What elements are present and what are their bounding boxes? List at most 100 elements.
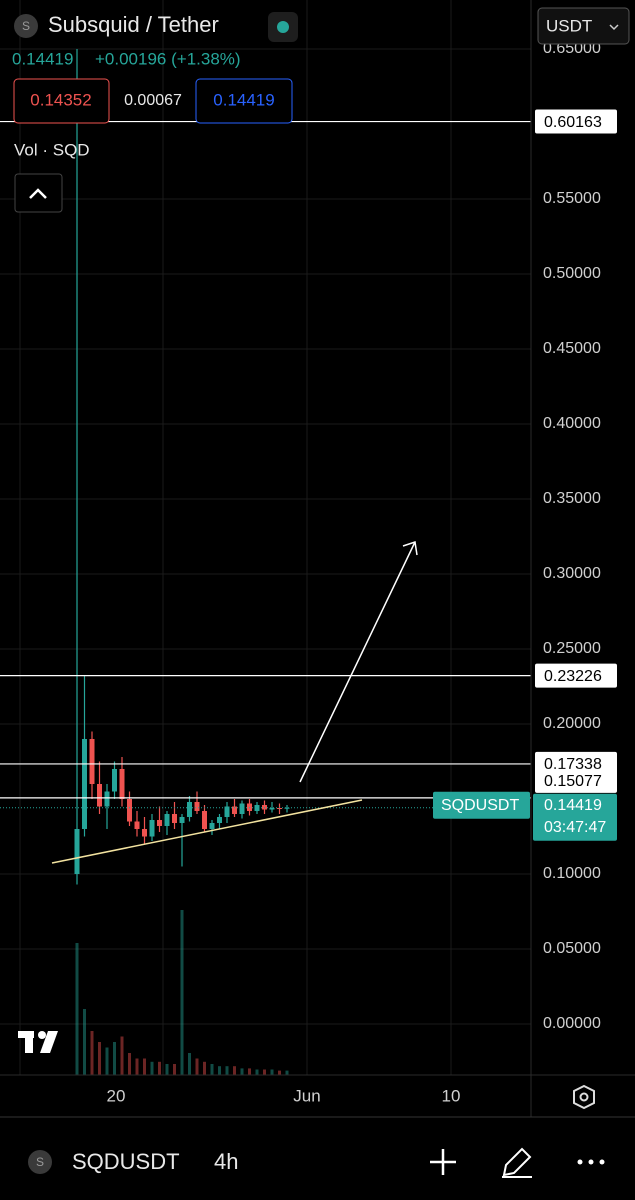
y-tick-label: 0.30000 xyxy=(543,565,601,582)
volume-bar xyxy=(195,1058,199,1075)
candle-body xyxy=(157,820,162,826)
y-tick-label: 0.40000 xyxy=(543,415,601,432)
candle-body xyxy=(164,814,170,826)
y-tick-label: 0.20000 xyxy=(543,715,601,732)
chevron-up xyxy=(29,188,47,199)
symbol-icon-text: S xyxy=(22,19,30,33)
spread: 0.00067 xyxy=(124,92,182,109)
x-tick-label: Jun xyxy=(293,1086,320,1105)
dot xyxy=(599,1159,605,1165)
level-label-box xyxy=(535,109,617,134)
price: 0.14419 xyxy=(12,49,73,68)
level-label-box xyxy=(535,768,617,793)
symbol-icon xyxy=(14,14,38,38)
ask: 0.14419 xyxy=(213,90,274,109)
add-button[interactable] xyxy=(430,1149,456,1175)
volume-bar xyxy=(105,1047,109,1075)
volume-bar xyxy=(285,1070,289,1075)
volume-bar xyxy=(135,1058,139,1075)
candle-body xyxy=(254,805,260,811)
candle-body xyxy=(127,799,132,822)
buy-button[interactable] xyxy=(195,78,293,124)
dot xyxy=(577,1159,583,1165)
last-price-label: 0.14419 xyxy=(544,797,602,814)
y-tick-label: 0.10000 xyxy=(543,865,601,882)
footer-icon xyxy=(28,1150,52,1174)
volume-bar xyxy=(263,1069,266,1075)
level-label-box xyxy=(535,663,617,688)
y-tick-label: 0.25000 xyxy=(543,640,601,657)
y-tick-label: 0.00000 xyxy=(543,1015,601,1032)
level-label: 0.15077 xyxy=(544,773,602,790)
currency-select[interactable] xyxy=(537,7,630,45)
dropdown-icon xyxy=(609,24,619,31)
plot xyxy=(0,48,531,1075)
candle-body xyxy=(269,808,275,810)
arrow xyxy=(299,541,416,783)
candle-body xyxy=(149,820,155,837)
y-tick-label: 0.55000 xyxy=(543,190,601,207)
candle-body xyxy=(82,739,87,829)
candle-body xyxy=(187,802,192,817)
volume-bar xyxy=(210,1064,214,1075)
volume-bar xyxy=(83,1009,86,1075)
volume-bar xyxy=(180,910,184,1075)
volume-bar xyxy=(143,1058,146,1075)
volume-bar xyxy=(255,1069,259,1075)
volume-bar xyxy=(150,1061,154,1075)
collapse-button[interactable] xyxy=(14,173,63,213)
candle-body xyxy=(232,806,237,814)
candle-body xyxy=(97,784,102,807)
y-tick-label: 0.35000 xyxy=(543,490,601,507)
footer-symbol[interactable]: SQDUSDT xyxy=(72,1149,180,1174)
candle-body xyxy=(224,806,230,817)
trend-line xyxy=(51,799,363,864)
sell-button[interactable] xyxy=(13,78,110,124)
x-tick-label: 20 xyxy=(107,1086,126,1105)
level-label: 0.23226 xyxy=(544,668,602,685)
volume-bar xyxy=(203,1061,206,1075)
price-axis: 0.650000.550000.500000.450000.400000.350… xyxy=(433,40,617,1032)
volume-bar xyxy=(158,1061,161,1075)
logo-part xyxy=(38,1031,46,1039)
candle-body xyxy=(217,817,222,823)
candle-body xyxy=(134,821,140,829)
change: +0.00196 (+1.38%) xyxy=(95,49,241,68)
candle-body xyxy=(119,769,125,799)
volume-bar xyxy=(75,943,79,1075)
volume-bar xyxy=(248,1068,251,1075)
more-button[interactable] xyxy=(577,1159,605,1165)
volume-bar xyxy=(225,1066,229,1075)
y-tick-label: 0.05000 xyxy=(543,940,601,957)
volume-bar xyxy=(113,1042,116,1075)
level-label: 0.60163 xyxy=(544,114,602,131)
bid: 0.14352 xyxy=(30,90,91,109)
footer-interval[interactable]: 4h xyxy=(214,1149,238,1174)
y-tick-label: 0.50000 xyxy=(543,265,601,282)
candle-body xyxy=(172,814,177,823)
countdown: 03:47:47 xyxy=(544,819,606,836)
candle-body xyxy=(194,802,200,811)
volume-bar xyxy=(165,1064,169,1075)
arrow-head xyxy=(402,541,418,556)
settings-icon-center xyxy=(579,1092,589,1102)
symbol-box xyxy=(433,791,530,819)
candle-body xyxy=(179,817,185,823)
volume-bar xyxy=(188,1053,191,1075)
symbol-label: SQDUSDT xyxy=(441,797,519,814)
volume-bar xyxy=(233,1066,236,1075)
logo-part xyxy=(40,1031,58,1053)
volume-label: Vol · SQD xyxy=(14,140,90,159)
candle-body xyxy=(202,811,207,829)
candle-body xyxy=(284,807,290,809)
draw-button[interactable] xyxy=(502,1147,532,1178)
candle-body xyxy=(89,739,95,784)
x-tick-label: 10 xyxy=(442,1086,461,1105)
settings-icon[interactable] xyxy=(573,1084,595,1110)
candle-body xyxy=(74,829,80,874)
currency: USDT xyxy=(546,16,592,35)
volume-bar xyxy=(98,1042,101,1075)
volume-bar xyxy=(218,1066,221,1075)
y-tick-label: 0.45000 xyxy=(543,340,601,357)
